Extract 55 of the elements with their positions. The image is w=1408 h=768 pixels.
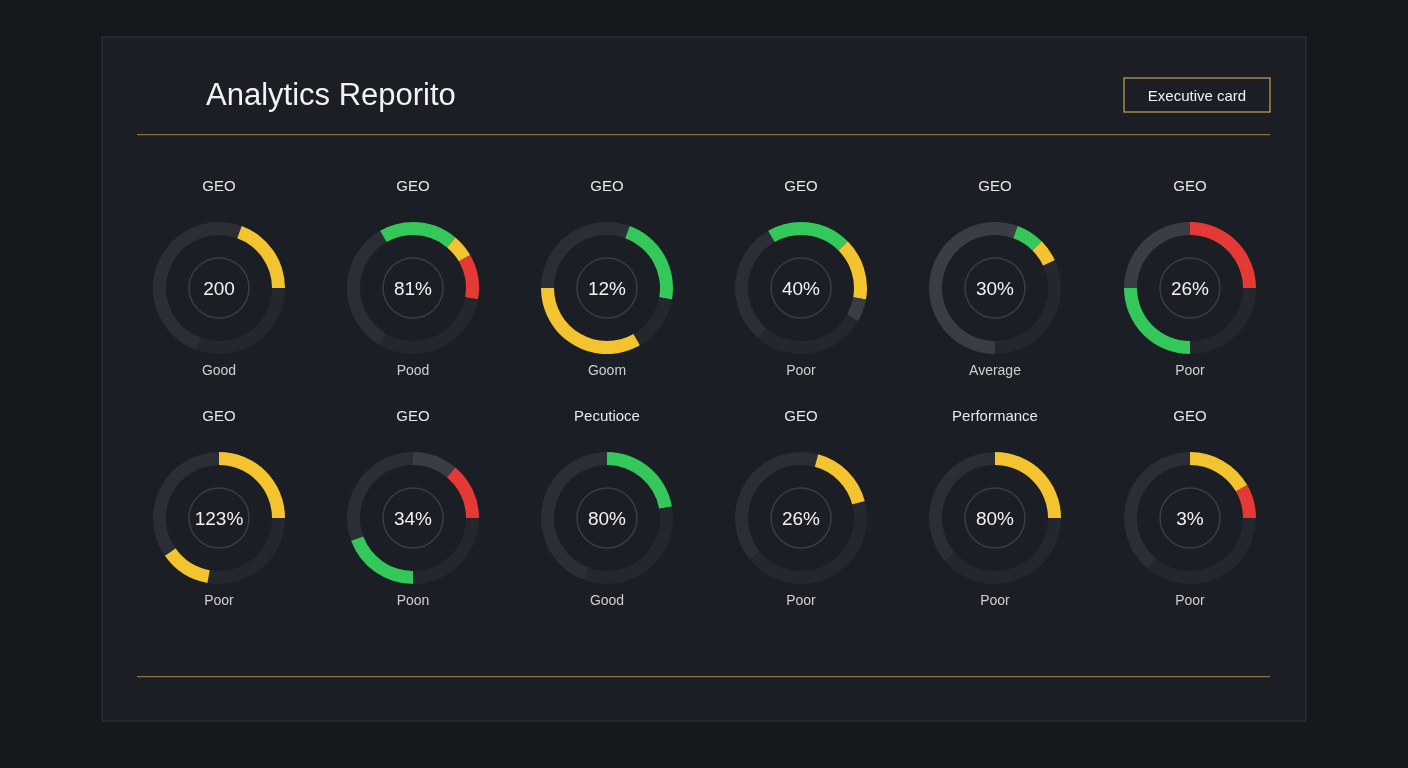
text: 40% (781, 278, 821, 299)
text: Poor (1175, 592, 1206, 608)
text: 30% (975, 278, 1015, 299)
donut-slice (237, 226, 285, 288)
text: Pood (396, 362, 430, 378)
donut-slice (1032, 241, 1055, 266)
chart-title: GEO (396, 177, 430, 194)
chart-title: GEO (590, 177, 624, 194)
text: Goom (587, 362, 627, 378)
text: Executive card (1147, 87, 1247, 104)
text: Poor (980, 592, 1011, 608)
donut-slice (413, 452, 456, 478)
chart-title: GEO (396, 407, 430, 424)
text: Poon (396, 592, 430, 608)
chart-title: Pecutioce (574, 407, 640, 424)
text: 80% (587, 508, 627, 529)
donut-slice (351, 536, 413, 584)
chart-title: GEO (784, 407, 818, 424)
donut-slice (814, 454, 865, 505)
text: 80% (975, 508, 1015, 529)
donut-slice (447, 237, 471, 262)
chart-title: GEO (202, 407, 236, 424)
chart-title: GEO (978, 177, 1012, 194)
donut-slice (1013, 226, 1042, 251)
text: 34% (393, 508, 433, 529)
donut-slice (458, 255, 479, 300)
chart-title: GEO (1173, 407, 1207, 424)
text: 3% (1176, 508, 1204, 529)
donut-slice (1235, 485, 1256, 518)
chart-title: Performance (952, 407, 1038, 424)
donut-slice (838, 241, 867, 300)
text: 81% (393, 278, 433, 299)
text: 26% (1170, 278, 1210, 299)
donut-slice (164, 548, 210, 583)
chart-title: GEO (784, 177, 818, 194)
text: 26% (781, 508, 821, 529)
text: Poor (786, 362, 817, 378)
donut-slice (846, 297, 866, 322)
donut-slice (447, 467, 479, 518)
donut-slice (633, 297, 672, 346)
text: Poor (204, 592, 235, 608)
chart-title: GEO (1173, 177, 1207, 194)
text: Good (201, 362, 237, 378)
text: Good (589, 592, 625, 608)
chart-title: GEO (202, 177, 236, 194)
text: Analytics Reporito (206, 77, 456, 112)
text: Poor (786, 592, 817, 608)
text: 12% (587, 278, 627, 299)
donut-slice (625, 226, 673, 300)
donut-slice (1190, 452, 1248, 492)
text: 123% (194, 508, 244, 529)
text: 200 (203, 278, 235, 299)
text: Poor (1175, 362, 1206, 378)
text: Average (969, 362, 1022, 378)
donut-slice (607, 452, 672, 509)
